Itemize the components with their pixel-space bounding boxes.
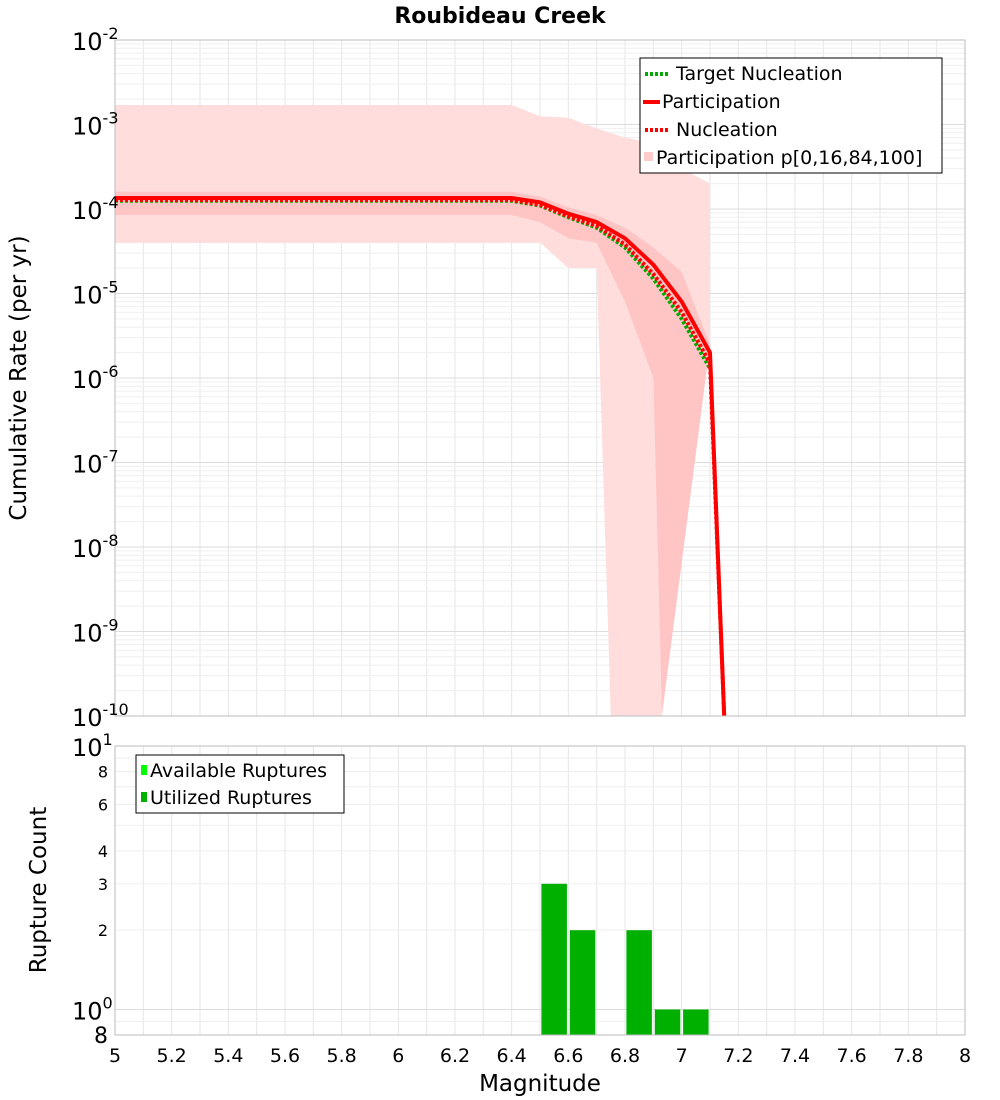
- y-tick-label-minor: 4: [98, 842, 108, 861]
- band-p0-p100: [115, 105, 710, 716]
- y-tick-label-minor: 2: [98, 921, 108, 940]
- bar-utilized-ruptures: [626, 930, 652, 1035]
- count-x-tick-labels: 5 5.2 5.4 5.6 5.8 6 6.2 6.4 6.6 6.8 7 7.2 7.4 7.6 7.8 8: [109, 1045, 971, 1067]
- y-tick-label-major: 100: [72, 993, 113, 1025]
- count-bars: [541, 883, 709, 1035]
- x-tick-label: 6.2: [440, 1045, 470, 1067]
- y-tick-label: 10-8: [72, 531, 119, 563]
- y-tick-label: 10-4: [72, 193, 119, 225]
- series-line-participation: [115, 196, 727, 717]
- count-x-axis-title: Magnitude: [479, 1071, 601, 1097]
- band-p0-p100-tail: [610, 301, 662, 716]
- legend-label-utilized-ruptures: Utilized Ruptures: [150, 787, 312, 809]
- y-tick-label: 10-3: [72, 109, 119, 141]
- x-tick-label: 6: [392, 1045, 404, 1067]
- y-tick-label-minor: 3: [98, 875, 108, 894]
- x-tick-label: 7.6: [837, 1045, 867, 1067]
- rate-lines: [115, 196, 727, 717]
- x-tick-label: 7.2: [723, 1045, 753, 1067]
- x-tick-label: 7.8: [893, 1045, 923, 1067]
- y-tick-label: 10-2: [72, 24, 119, 56]
- count-legend: Available Ruptures Utilized Ruptures: [135, 754, 345, 814]
- y-tick-label: 10-6: [72, 362, 119, 394]
- x-tick-label: 5.6: [270, 1045, 300, 1067]
- rate-y-tick-labels: 10-2 10-3 10-4 10-5 10-6 10-7 10-8 10-9 10-10: [72, 24, 129, 732]
- x-tick-label: 7: [676, 1045, 688, 1067]
- rate-legend: Target Nucleation Participation Nucleati…: [639, 57, 943, 174]
- count-legend-box: [135, 754, 345, 814]
- y-tick-label-minor: 8: [94, 1024, 108, 1049]
- y-tick-label: 10-10: [72, 700, 129, 732]
- x-tick-label: 5.8: [327, 1045, 357, 1067]
- y-tick-label-minor: 6: [98, 795, 108, 814]
- legend-label-participation: Participation: [662, 91, 781, 113]
- y-tick-label: 10-7: [72, 447, 119, 479]
- y-tick-label-minor: 8: [98, 763, 108, 782]
- x-tick-label: 6.8: [610, 1045, 640, 1067]
- rate-y-axis-title: Cumulative Rate (per yr): [6, 235, 32, 520]
- rate-plot-frame: [114, 39, 966, 717]
- legend-swatch-available-ruptures: [141, 765, 147, 775]
- x-tick-label: 8: [959, 1045, 971, 1067]
- rate-uncertainty-bands: [115, 105, 710, 717]
- y-tick-label: 10-5: [72, 278, 119, 310]
- bar-utilized-ruptures: [569, 930, 596, 1035]
- legend-swatch-utilized-ruptures: [141, 792, 147, 802]
- y-tick-label-major: 101: [72, 730, 113, 762]
- bar-utilized-ruptures: [654, 1009, 681, 1035]
- bar-utilized-ruptures: [683, 1009, 709, 1035]
- x-tick-label: 5.4: [213, 1045, 243, 1067]
- count-plot-frame: [114, 745, 966, 1036]
- legend-label-nucleation: Nucleation: [676, 119, 778, 141]
- chart-title: Roubideau Creek: [394, 4, 607, 29]
- series-line-nucleation: [115, 197, 727, 717]
- legend-swatch-participation-band: [644, 152, 653, 161]
- legend-label-participation-band: Participation p[0,16,84,100]: [656, 147, 922, 169]
- legend-label-available-ruptures: Available Ruptures: [150, 760, 327, 782]
- bar-utilized-ruptures: [541, 883, 567, 1035]
- x-tick-label: 6.6: [553, 1045, 583, 1067]
- x-tick-label: 7.4: [780, 1045, 810, 1067]
- y-tick-label: 10-9: [72, 616, 119, 648]
- count-y-axis-title: Rupture Count: [26, 807, 52, 973]
- legend-label-target-nucleation: Target Nucleation: [675, 63, 843, 85]
- x-tick-label: 6.4: [497, 1045, 527, 1067]
- x-tick-label: 5.2: [157, 1045, 187, 1067]
- rate-legend-box: [639, 57, 943, 174]
- x-tick-label: 5: [109, 1045, 121, 1067]
